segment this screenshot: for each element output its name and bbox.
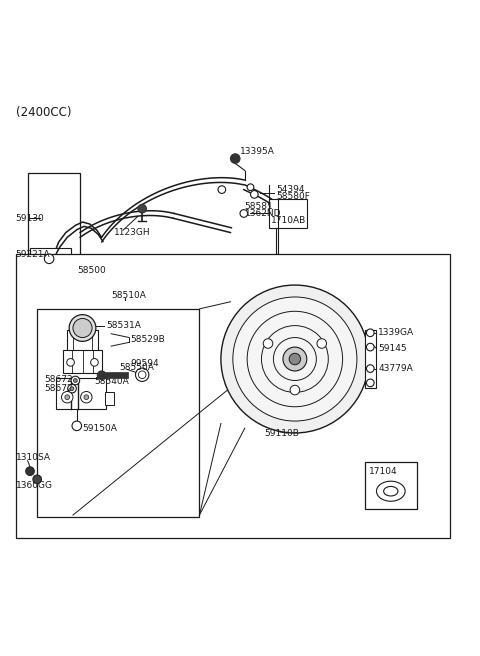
Text: 1339GA: 1339GA bbox=[378, 328, 415, 337]
Text: 1360GG: 1360GG bbox=[16, 481, 53, 490]
Circle shape bbox=[91, 359, 98, 366]
Text: 99594: 99594 bbox=[130, 359, 159, 368]
Bar bbox=[30, 249, 71, 259]
Bar bbox=[56, 378, 107, 409]
Circle shape bbox=[72, 421, 82, 430]
Bar bbox=[16, 254, 450, 538]
Text: 1710AB: 1710AB bbox=[271, 216, 306, 225]
Text: 17104: 17104 bbox=[369, 467, 397, 476]
Bar bbox=[106, 392, 114, 405]
Circle shape bbox=[366, 343, 374, 351]
Circle shape bbox=[138, 205, 146, 213]
Bar bbox=[102, 373, 128, 378]
Circle shape bbox=[73, 379, 77, 382]
Circle shape bbox=[138, 371, 146, 379]
Circle shape bbox=[218, 186, 226, 194]
Circle shape bbox=[240, 210, 248, 217]
Circle shape bbox=[33, 475, 41, 483]
Text: 54394: 54394 bbox=[276, 185, 304, 194]
Text: 59145: 59145 bbox=[378, 344, 407, 352]
Text: 43779A: 43779A bbox=[378, 364, 413, 373]
Bar bbox=[28, 173, 80, 261]
Circle shape bbox=[263, 338, 273, 348]
Circle shape bbox=[135, 368, 149, 381]
Circle shape bbox=[247, 184, 254, 190]
Bar bbox=[63, 350, 102, 373]
Text: 58540A: 58540A bbox=[95, 377, 129, 386]
Circle shape bbox=[68, 384, 76, 393]
Circle shape bbox=[67, 359, 74, 366]
Text: 58581: 58581 bbox=[245, 202, 274, 211]
Text: 58550A: 58550A bbox=[120, 363, 155, 372]
Circle shape bbox=[65, 395, 70, 400]
Circle shape bbox=[71, 376, 80, 385]
Text: 58531A: 58531A bbox=[107, 321, 141, 330]
Text: 58672: 58672 bbox=[44, 384, 73, 393]
Bar bbox=[365, 462, 417, 509]
Text: 59110B: 59110B bbox=[264, 430, 299, 438]
Text: 59150A: 59150A bbox=[83, 424, 118, 433]
Circle shape bbox=[61, 392, 73, 403]
Circle shape bbox=[230, 154, 240, 163]
Circle shape bbox=[290, 385, 300, 395]
Bar bbox=[67, 331, 98, 352]
Circle shape bbox=[69, 315, 96, 341]
Ellipse shape bbox=[376, 482, 405, 501]
Circle shape bbox=[97, 371, 106, 380]
Circle shape bbox=[289, 354, 300, 365]
Circle shape bbox=[84, 395, 89, 400]
Text: 58510A: 58510A bbox=[111, 291, 146, 300]
Circle shape bbox=[44, 254, 54, 264]
Text: 13395A: 13395A bbox=[240, 147, 275, 156]
Text: 59221A: 59221A bbox=[16, 249, 50, 258]
Bar bbox=[269, 199, 307, 228]
Bar bbox=[365, 331, 375, 388]
Circle shape bbox=[247, 312, 343, 407]
Circle shape bbox=[81, 392, 92, 403]
Circle shape bbox=[233, 297, 357, 421]
Circle shape bbox=[73, 318, 92, 338]
Ellipse shape bbox=[384, 487, 398, 496]
Text: 58580F: 58580F bbox=[276, 192, 310, 201]
Text: (2400CC): (2400CC) bbox=[16, 106, 71, 119]
Text: 1123GH: 1123GH bbox=[114, 228, 150, 237]
Circle shape bbox=[283, 347, 307, 371]
Text: 1362ND: 1362ND bbox=[245, 209, 281, 218]
Text: 59130: 59130 bbox=[16, 214, 45, 223]
Circle shape bbox=[221, 285, 369, 433]
Circle shape bbox=[366, 379, 374, 386]
Text: 58529B: 58529B bbox=[130, 335, 165, 344]
Circle shape bbox=[366, 329, 374, 337]
Circle shape bbox=[70, 386, 74, 390]
Circle shape bbox=[251, 190, 258, 198]
Text: 1310SA: 1310SA bbox=[16, 453, 51, 462]
Circle shape bbox=[366, 365, 374, 373]
Bar bbox=[37, 309, 199, 516]
Text: 58500: 58500 bbox=[78, 266, 107, 276]
Circle shape bbox=[274, 338, 316, 380]
Circle shape bbox=[262, 325, 328, 392]
Circle shape bbox=[26, 467, 34, 476]
Text: 58672: 58672 bbox=[44, 375, 73, 384]
Circle shape bbox=[317, 338, 326, 348]
